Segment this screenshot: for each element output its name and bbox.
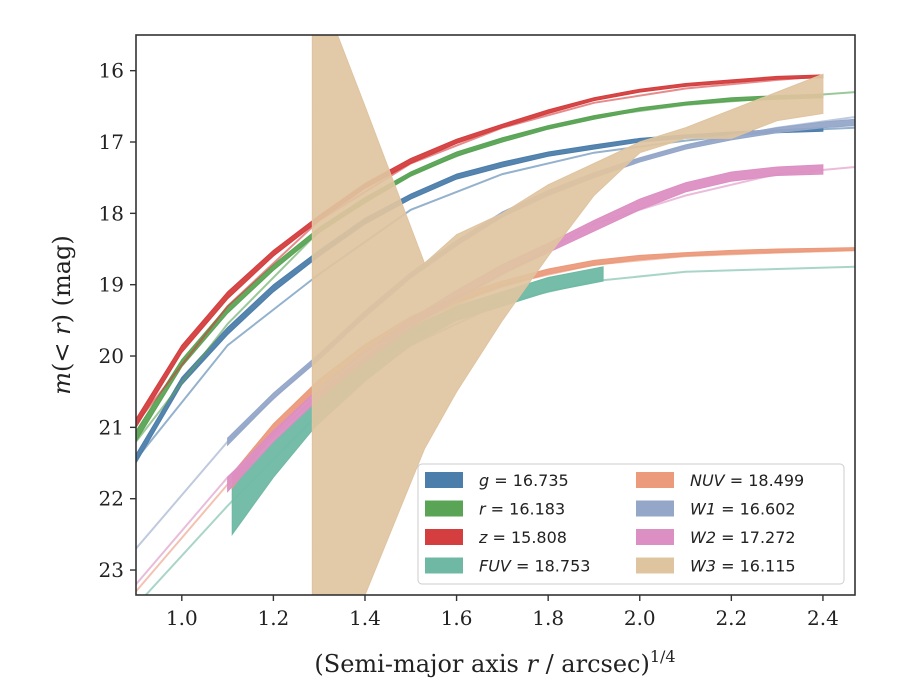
x-tick-label: 2.4 [807, 606, 839, 630]
legend-box [417, 463, 845, 585]
legend-swatch-nuv [636, 472, 674, 488]
legend-label-r: r = 16.183 [479, 500, 565, 519]
legend-label-r-band: r [479, 500, 487, 519]
y-tick-label: 23 [99, 558, 124, 582]
legend-label-w3-band: W3 [690, 557, 716, 576]
legend-label-fuv-value: = 18.753 [511, 557, 591, 576]
y-axis-label: m(< r) (mag) [48, 235, 76, 395]
legend-label-z-value: = 15.808 [487, 528, 567, 547]
legend-label-g-band: g [479, 471, 489, 490]
legend-label-nuv: NUV = 18.499 [690, 471, 804, 490]
y-tick-label: 21 [99, 415, 124, 439]
y-axis-label-var: m [48, 372, 76, 395]
x-axis-label: (Semi-major axis r / arcsec)1/4 [314, 647, 675, 678]
y-tick-label: 19 [99, 273, 124, 297]
legend-label-nuv-band: NUV [690, 471, 726, 490]
legend-label-w3: W3 = 16.115 [690, 557, 796, 576]
legend-swatch-g [425, 472, 463, 488]
y-axis-label-var2: r [48, 322, 76, 335]
legend-swatch-w2 [636, 529, 674, 545]
legend-label-g-value: = 16.735 [489, 471, 569, 490]
x-axis-label-exponent: 1/4 [650, 647, 676, 666]
legend-label-z: z = 15.808 [478, 528, 567, 547]
legend-label-fuv: FUV = 18.753 [479, 557, 590, 576]
legend-label-w2-band: W2 [690, 528, 716, 547]
y-tick-label: 20 [99, 344, 124, 368]
y-axis: 16 17 18 19 20 21 22 23 [99, 59, 136, 582]
y-axis-label-mid: (< [48, 335, 76, 372]
y-tick-label: 18 [99, 201, 124, 225]
y-axis-label-post: ) (mag) [48, 235, 76, 323]
legend-swatch-w1 [636, 500, 674, 517]
legend-swatch-r [425, 500, 463, 517]
series-w3-band [311, 35, 824, 595]
y-tick-label: 16 [99, 59, 124, 83]
legend-label-w3-value: = 16.115 [716, 557, 796, 576]
x-tick-label: 1.2 [257, 606, 289, 630]
legend-swatch-w3 [636, 557, 674, 574]
x-tick-label: 1.4 [349, 606, 381, 630]
legend-label-w1-value: = 16.602 [716, 500, 796, 519]
legend-label-z-band: z [478, 528, 488, 547]
x-axis-label-pre: (Semi-major axis [314, 650, 526, 678]
x-axis: 1.0 1.2 1.4 1.6 1.8 2.0 2.2 2.4 [166, 595, 839, 630]
x-axis-label-post: / arcsec) [538, 650, 650, 678]
legend-swatch-fuv [425, 557, 463, 574]
legend-label-r-value: = 16.183 [486, 500, 566, 519]
legend-swatch-z [425, 529, 463, 545]
y-tick-label: 17 [99, 130, 124, 154]
x-tick-label: 2.0 [624, 606, 656, 630]
series-bands [136, 35, 855, 595]
plot-frame [135, 34, 856, 596]
y-tick-label: 22 [99, 487, 124, 511]
x-axis-label-var: r [526, 650, 539, 678]
legend-label-nuv-value: = 18.499 [725, 471, 805, 490]
x-tick-label: 1.6 [441, 606, 473, 630]
x-tick-label: 2.2 [715, 606, 747, 630]
legend-label-g: g = 16.735 [479, 471, 569, 490]
legend-label-w2: W2 = 17.272 [690, 528, 796, 547]
legend-label-fuv-band: FUV [479, 557, 512, 576]
x-tick-label: 1.8 [532, 606, 564, 630]
legend-label-w1-band: W1 [690, 500, 716, 519]
x-tick-label: 1.0 [166, 606, 198, 630]
legend-label-w1: W1 = 16.602 [690, 500, 796, 519]
legend-label-w2-value: = 17.272 [716, 528, 796, 547]
